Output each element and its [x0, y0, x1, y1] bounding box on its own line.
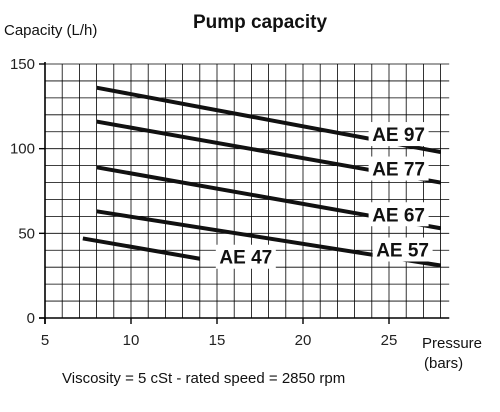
- chart-footnote: Viscosity = 5 cSt - rated speed = 2850 r…: [62, 370, 346, 387]
- chart-title: Pump capacity: [192, 12, 328, 33]
- x-tick-label: 10: [123, 332, 140, 349]
- x-tick-label: 15: [209, 332, 226, 349]
- series-line: [82, 236, 201, 261]
- x-axis-unit: (bars): [424, 355, 464, 372]
- x-tick-label: 25: [381, 332, 398, 349]
- series-label: AE 67: [372, 205, 425, 226]
- series-label: AE 97: [372, 125, 425, 146]
- x-axis-label: Pressure (bars): [422, 334, 482, 374]
- series-label-bg: [368, 202, 429, 227]
- series-label: AE 47: [219, 248, 272, 269]
- series-label: AE 57: [376, 241, 429, 262]
- series-label-bg: [368, 156, 429, 181]
- y-tick-label: 100: [10, 141, 35, 158]
- x-axis-label-text: Pressure: [422, 335, 483, 352]
- y-tick-label: 0: [27, 310, 35, 327]
- series-label-bg: [372, 237, 433, 262]
- series-label-bg: [215, 244, 276, 269]
- y-tick-label: 50: [18, 225, 35, 242]
- series-label-bg: [368, 122, 429, 147]
- y-axis-label: Capacity (L/h): [4, 22, 98, 39]
- y-tick-label: 150: [10, 56, 35, 73]
- series-label: AE 77: [372, 160, 425, 181]
- x-tick-label: 5: [41, 332, 49, 349]
- x-tick-label: 20: [295, 332, 312, 349]
